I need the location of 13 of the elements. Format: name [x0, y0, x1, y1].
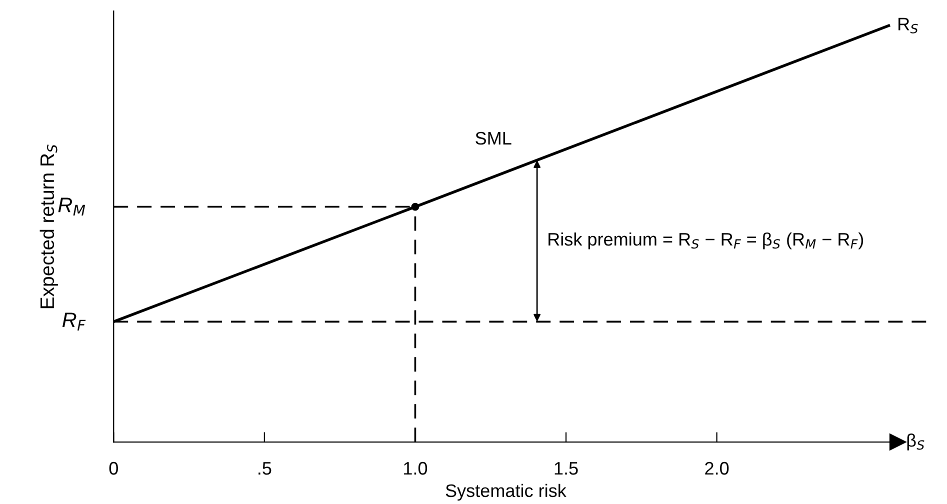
annotation: SML [476, 132, 512, 145]
x-axis-title: Systematic risk [446, 484, 566, 501]
text: Risk premium = R$_{S}$ − R$_{F}$ = β$_{S}$ (R$_{M}$ − R$_{F}$) [548, 232, 864, 250]
x-tick-label: 1.0 [404, 462, 428, 475]
annotation: R$_{S}$ [898, 18, 918, 34]
x-tick-label: 2.0 [705, 462, 729, 475]
y-axis-title: Expected return R$_{S}$ [40, 144, 58, 308]
x-tick-label: .5 [258, 462, 272, 475]
ref-line-label: R$_{M}$ [58, 198, 86, 216]
x-tick-label: 0 [109, 462, 118, 475]
x-tick-label: 1.5 [554, 462, 578, 475]
annotation: β$_{S}$ [907, 434, 924, 450]
ref-line-label: R$_{F}$ [62, 312, 86, 330]
